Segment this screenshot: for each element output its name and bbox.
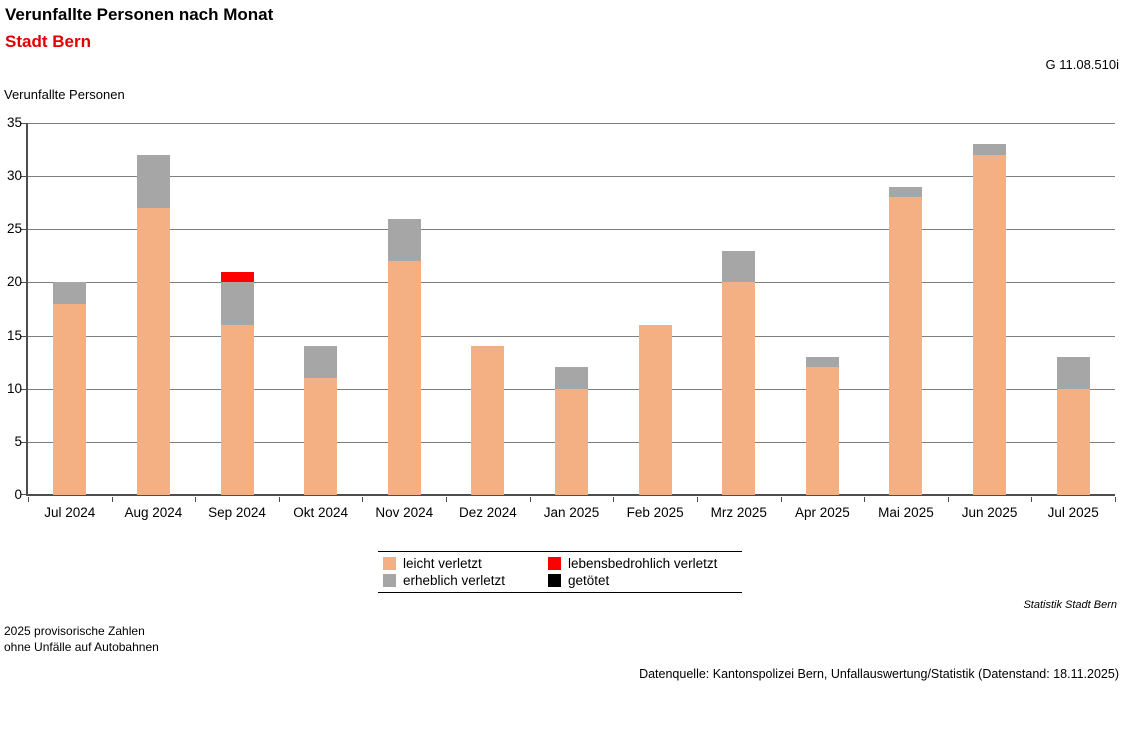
x-tick (781, 497, 782, 502)
gridline-y-35 (28, 123, 1115, 124)
y-tick (21, 494, 26, 495)
legend-label: getötet (568, 573, 610, 588)
legend-label: erheblich verletzt (403, 573, 506, 588)
bar-segment-apr-2025-leicht-verletzt (805, 367, 839, 495)
x-axis-line (26, 494, 1115, 496)
gridline-y-20 (28, 282, 1115, 284)
chart-legend: leicht verletzt lebensbedrohlich verletz… (378, 551, 742, 593)
bar-segment-jul-2024-leicht-verletzt (53, 303, 87, 495)
bar-segment-jan-2025-leicht-verletzt (555, 388, 588, 495)
bar-segment-dez-2024-leicht-verletzt (471, 346, 505, 495)
bar-segment-jul-2024-erheblich-verletzt (53, 282, 87, 304)
x-tick-label-sep-2024: Sep 2024 (208, 505, 266, 520)
bar-segment-sep-2024-erheblich-verletzt (220, 282, 254, 325)
x-tick (195, 497, 196, 502)
x-tick-label-aug-2024: Aug 2024 (124, 505, 183, 520)
gridline-y-25 (28, 229, 1115, 231)
x-tick (948, 497, 949, 502)
y-axis-title: Verunfallte Personen (4, 87, 125, 102)
bar-segment-nov-2024-leicht-verletzt (387, 261, 421, 495)
x-tick-label-jul-2024: Jul 2024 (44, 505, 96, 520)
y-tick (21, 335, 26, 337)
x-tick-label-jun-2025: Jun 2025 (961, 505, 1018, 520)
bar-segment-sep-2024-lebensbedrohlich-verletzt (220, 271, 254, 283)
page-subtitle: Stadt Bern (5, 32, 91, 51)
chart-plot-area (21, 123, 1116, 502)
brand-credit: Statistik Stadt Bern (1023, 599, 1117, 611)
gridline-y-30 (28, 176, 1115, 178)
bar-segment-apr-2025-erheblich-verletzt (805, 356, 839, 368)
y-tick (21, 282, 26, 284)
x-tick-label-okt-2024: Okt 2024 (293, 505, 349, 520)
legend-item-leicht-verletzt: leicht verletzt (383, 556, 548, 571)
bar-segment-mrz-2025-erheblich-verletzt (722, 250, 756, 283)
x-tick (28, 497, 29, 502)
legend-item-erheblich-verletzt: erheblich verletzt (383, 573, 548, 588)
legend-swatch-lebensbedrohlich-verletzt (548, 557, 561, 570)
legend-swatch-getoetet (548, 574, 561, 587)
y-tick-label-5: 5 (14, 433, 22, 449)
y-tick (21, 176, 26, 178)
bar-segment-nov-2024-erheblich-verletzt (387, 218, 421, 262)
bar-segment-aug-2024-leicht-verletzt (136, 208, 170, 495)
y-tick (21, 441, 26, 443)
bar-segment-okt-2024-erheblich-verletzt (304, 346, 338, 379)
y-tick-label-20: 20 (6, 274, 22, 290)
y-axis-line (26, 123, 28, 495)
x-tick-label-jan-2025: Jan 2025 (543, 505, 600, 520)
page-title: Verunfallte Personen nach Monat (5, 5, 274, 24)
y-tick-label-35: 35 (6, 115, 22, 130)
bar-segment-jul-2025-leicht-verletzt (1056, 388, 1090, 495)
legend-label: lebensbedrohlich verletzt (568, 556, 718, 571)
y-tick-label-0: 0 (14, 487, 22, 502)
bar-segment-mrz-2025-leicht-verletzt (722, 282, 756, 495)
x-tick-label-mrz-2025: Mrz 2025 (710, 505, 767, 520)
x-tick-label-nov-2024: Nov 2024 (375, 505, 434, 520)
x-tick (697, 497, 698, 502)
legend-label: leicht verletzt (403, 556, 482, 571)
x-tick-label-apr-2025: Apr 2025 (794, 505, 850, 520)
y-tick-label-15: 15 (6, 327, 22, 343)
x-tick (530, 497, 531, 502)
data-source: Datenquelle: Kantonspolizei Bern, Unfall… (639, 667, 1119, 681)
footnote-autobahn: ohne Unfälle auf Autobahnen (4, 640, 159, 654)
x-tick-label-dez-2024: Dez 2024 (458, 505, 517, 520)
y-tick (21, 388, 26, 390)
x-tick (1115, 497, 1116, 502)
bar-segment-jun-2025-leicht-verletzt (973, 154, 1007, 495)
bar-segment-sep-2024-leicht-verletzt (220, 324, 254, 495)
x-tick-label-mai-2025: Mai 2025 (878, 505, 934, 520)
legend-item-lebensbedrohlich-verletzt: lebensbedrohlich verletzt (548, 556, 742, 571)
bar-segment-jun-2025-erheblich-verletzt (973, 144, 1007, 155)
y-tick (21, 229, 26, 231)
x-tick-label-jul-2025: Jul 2025 (1047, 505, 1099, 520)
graph-id: G 11.08.510i (1045, 57, 1119, 72)
legend-swatch-erheblich-verletzt (383, 574, 396, 587)
bar-segment-mai-2025-leicht-verletzt (889, 197, 923, 495)
x-tick (613, 497, 614, 502)
x-tick (112, 497, 113, 502)
legend-swatch-leicht-verletzt (383, 557, 396, 570)
footnote-provisional: 2025 provisorische Zahlen (4, 624, 145, 638)
x-tick-label-feb-2025: Feb 2025 (626, 505, 684, 520)
x-tick (279, 497, 280, 502)
bar-segment-mai-2025-erheblich-verletzt (889, 186, 923, 198)
legend-item-getoetet: getötet (548, 573, 742, 588)
bar-segment-okt-2024-leicht-verletzt (304, 378, 338, 495)
y-tick-label-30: 30 (6, 168, 22, 184)
x-tick (362, 497, 363, 502)
y-tick-label-10: 10 (6, 380, 22, 396)
bar-segment-jul-2025-erheblich-verletzt (1056, 356, 1090, 389)
bar-segment-jan-2025-erheblich-verletzt (555, 367, 588, 389)
x-tick (1031, 497, 1032, 502)
x-tick (864, 497, 865, 502)
gridline-y-15 (28, 335, 1115, 337)
y-tick-label-25: 25 (6, 221, 22, 237)
y-tick (21, 123, 26, 124)
bar-segment-feb-2025-leicht-verletzt (638, 324, 672, 495)
x-tick (446, 497, 447, 502)
bar-segment-aug-2024-erheblich-verletzt (136, 154, 170, 209)
